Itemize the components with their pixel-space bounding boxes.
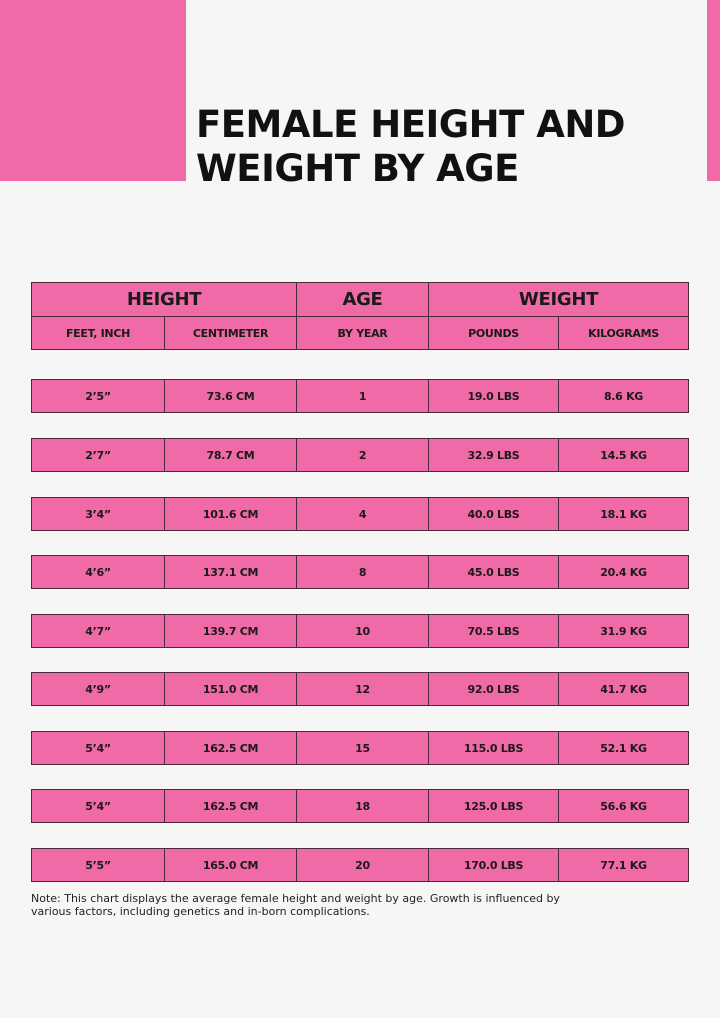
cell-pounds: 32.9 LBS — [428, 439, 558, 471]
subheader-by-year: BY YEAR — [296, 317, 428, 349]
cell-pounds: 40.0 LBS — [428, 498, 558, 530]
subheader-kilograms: KILOGRAMS — [558, 317, 688, 349]
cell-feet-inch: 4’6” — [85, 565, 111, 579]
cell-pounds: 70.5 LBS — [428, 615, 558, 647]
header-age: AGE — [296, 283, 428, 316]
table-row: 3’4” 101.6 CM 4 40.0 LBS 18.1 KG — [31, 497, 689, 531]
cell-pounds: 115.0 LBS — [428, 732, 558, 764]
cell-kilograms: 18.1 KG — [558, 498, 688, 530]
subheader-pounds: POUNDS — [428, 317, 558, 349]
table-row: 5’5” 165.0 CM 20 170.0 LBS 77.1 KG — [31, 848, 689, 882]
table-row: 4’7” 139.7 CM 10 70.5 LBS 31.9 KG — [31, 614, 689, 648]
cell-pounds: 170.0 LBS — [428, 849, 558, 881]
cell-kilograms: 31.9 KG — [558, 615, 688, 647]
cell-kilograms: 52.1 KG — [558, 732, 688, 764]
cell-centimeter: 162.5 CM — [164, 732, 296, 764]
cell-centimeter: 78.7 CM — [164, 439, 296, 471]
cell-centimeter: 151.0 CM — [164, 673, 296, 705]
cell-feet-inch: 2’5” — [85, 389, 111, 403]
subheader-feet-inch: FEET, INCH — [65, 326, 131, 340]
table-row: 2’7” 78.7 CM 2 32.9 LBS 14.5 KG — [31, 438, 689, 472]
table-row: 4’9” 151.0 CM 12 92.0 LBS 41.7 KG — [31, 672, 689, 706]
cell-feet-inch: 5’5” — [85, 858, 111, 872]
cell-kilograms: 77.1 KG — [558, 849, 688, 881]
cell-kilograms: 56.6 KG — [558, 790, 688, 822]
table-row: 4’6” 137.1 CM 8 45.0 LBS 20.4 KG — [31, 555, 689, 589]
footnote: Note: This chart displays the average fe… — [31, 892, 560, 918]
cell-feet-inch: 4’9” — [85, 682, 111, 696]
header-height: HEIGHT — [126, 289, 202, 310]
table-group-header: HEIGHT AGE WEIGHT — [31, 282, 689, 317]
cell-age: 18 — [296, 790, 428, 822]
cell-centimeter: 162.5 CM — [164, 790, 296, 822]
cell-pounds: 125.0 LBS — [428, 790, 558, 822]
cell-feet-inch: 5’4” — [85, 799, 111, 813]
decorative-pink-strip — [707, 0, 720, 181]
cell-centimeter: 101.6 CM — [164, 498, 296, 530]
table-row: 5’4” 162.5 CM 15 115.0 LBS 52.1 KG — [31, 731, 689, 765]
cell-kilograms: 41.7 KG — [558, 673, 688, 705]
table-row: 5’4” 162.5 CM 18 125.0 LBS 56.6 KG — [31, 789, 689, 823]
cell-centimeter: 73.6 CM — [164, 380, 296, 412]
cell-centimeter: 137.1 CM — [164, 556, 296, 588]
cell-feet-inch: 4’7” — [85, 624, 111, 638]
cell-kilograms: 20.4 KG — [558, 556, 688, 588]
subheader-centimeter: CENTIMETER — [164, 317, 296, 349]
cell-kilograms: 14.5 KG — [558, 439, 688, 471]
cell-kilograms: 8.6 KG — [558, 380, 688, 412]
cell-feet-inch: 2’7” — [85, 448, 111, 462]
cell-age: 12 — [296, 673, 428, 705]
cell-age: 1 — [296, 380, 428, 412]
cell-pounds: 19.0 LBS — [428, 380, 558, 412]
cell-age: 8 — [296, 556, 428, 588]
cell-feet-inch: 3’4” — [85, 507, 111, 521]
cell-centimeter: 139.7 CM — [164, 615, 296, 647]
decorative-pink-block — [0, 0, 186, 181]
table-row: 2’5” 73.6 CM 1 19.0 LBS 8.6 KG — [31, 379, 689, 413]
table-sub-header: FEET, INCH CENTIMETER BY YEAR POUNDS KIL… — [31, 316, 689, 350]
cell-centimeter: 165.0 CM — [164, 849, 296, 881]
cell-feet-inch: 5’4” — [85, 741, 111, 755]
cell-age: 20 — [296, 849, 428, 881]
cell-pounds: 45.0 LBS — [428, 556, 558, 588]
cell-age: 4 — [296, 498, 428, 530]
cell-age: 2 — [296, 439, 428, 471]
header-weight: WEIGHT — [428, 283, 688, 316]
cell-age: 10 — [296, 615, 428, 647]
cell-age: 15 — [296, 732, 428, 764]
page-title: FEMALE HEIGHT AND WEIGHT BY AGE — [196, 103, 626, 190]
cell-pounds: 92.0 LBS — [428, 673, 558, 705]
